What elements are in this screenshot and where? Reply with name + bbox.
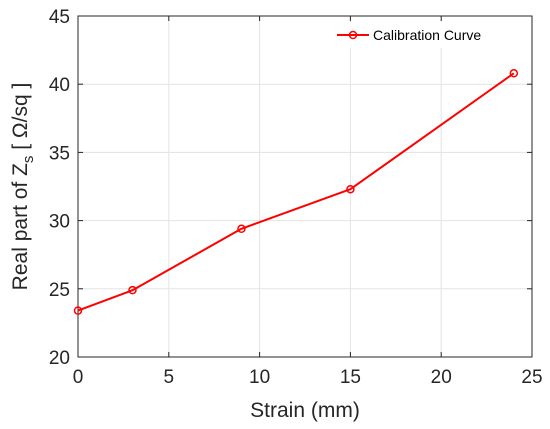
data-point [237,224,246,234]
x-tick-label: 5 [164,367,175,388]
y-axis-label-subscript: s [20,156,37,164]
grid-lines [78,16,532,357]
x-tick-label: 10 [249,367,270,388]
y-tick-label: 35 [49,143,70,164]
data-point [128,285,137,295]
y-tick-label: 30 [49,212,70,233]
x-tick-label: 15 [340,367,361,388]
y-tick-label: 40 [49,75,70,96]
legend-label: Calibration Curve [373,27,481,43]
series-group [73,69,519,315]
plot-area-frame [77,15,533,358]
y-tick-labels: 20 25 30 35 40 45 [49,7,70,369]
y-axis-label: Real part of Zs [ Ω/sq ] [9,83,37,291]
x-tick-label: 20 [431,367,452,388]
y-tick-label: 25 [49,280,70,301]
y-tick-label: 20 [49,348,70,369]
y-tick-label: 45 [49,7,70,28]
x-axis-label: Strain (mm) [250,399,360,422]
x-tick-labels: 0 5 10 15 20 25 [73,367,543,388]
axis-ticks [77,15,533,358]
data-point [73,306,83,315]
legend: Calibration Curve [333,22,505,48]
x-tick-label: 25 [521,367,542,388]
y-axis-label-unit: [ Ω/sq ] [9,83,32,156]
y-axis-label-prefix: Real part of Z [9,163,32,290]
data-point [346,184,355,194]
x-tick-label: 0 [73,367,84,388]
legend-marker [348,30,358,40]
series-line [77,72,515,312]
data-point [509,69,519,78]
